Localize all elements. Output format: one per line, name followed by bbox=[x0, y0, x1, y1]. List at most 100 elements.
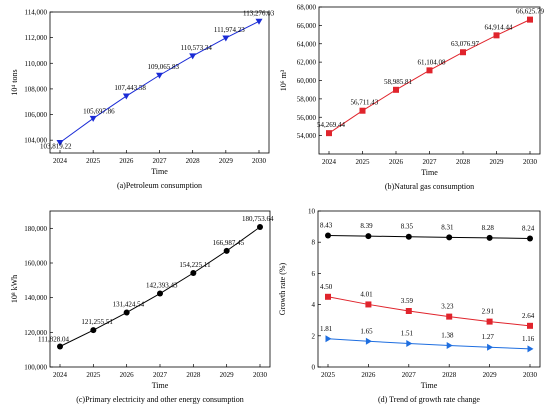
data-label: 64,914.44 bbox=[485, 23, 514, 31]
data-point bbox=[527, 235, 533, 242]
data-label: 2.64 bbox=[522, 312, 535, 320]
y-tick-label: 58,000 bbox=[297, 95, 317, 103]
data-label: 63,076.97 bbox=[451, 40, 480, 48]
x-tick-label: 2029 bbox=[220, 371, 235, 379]
x-tick-label: 2029 bbox=[490, 158, 505, 166]
x-tick-label: 2028 bbox=[456, 158, 471, 166]
data-label: 110,573.34 bbox=[181, 44, 213, 52]
data-point bbox=[123, 309, 130, 316]
data-label: 2.91 bbox=[482, 308, 495, 316]
data-point bbox=[365, 301, 372, 308]
data-point bbox=[122, 93, 130, 100]
data-point bbox=[57, 343, 63, 350]
data-label: 1.65 bbox=[360, 327, 373, 335]
data-point bbox=[156, 72, 163, 79]
y-tick-label: 62,000 bbox=[297, 59, 317, 67]
y-tick-label: 64,000 bbox=[297, 40, 317, 48]
data-label: 8.43 bbox=[320, 221, 333, 229]
x-tick-label: 2028 bbox=[186, 371, 201, 379]
data-point bbox=[446, 341, 453, 349]
data-label: 111,974.23 bbox=[214, 26, 245, 34]
series-line bbox=[59, 20, 260, 143]
data-point bbox=[406, 339, 413, 347]
x-axis-title: Time bbox=[151, 167, 168, 176]
x-tick-label: 2026 bbox=[119, 157, 134, 165]
data-label: 1.38 bbox=[441, 331, 454, 339]
data-point bbox=[326, 130, 332, 137]
y-tick-label: 68,000 bbox=[297, 4, 317, 12]
series-2: 1.81 1.65 1.51 1.38 1.27 1.16 bbox=[320, 325, 535, 353]
y-tick-label: 66,000 bbox=[297, 22, 317, 30]
x-tick-label: 2027 bbox=[423, 158, 438, 166]
data-point bbox=[157, 290, 163, 297]
data-point bbox=[365, 233, 372, 240]
x-tick-label: 2030 bbox=[523, 371, 538, 379]
series-1: 4.50 4.01 3.59 3.23 2.91 2.64 bbox=[320, 283, 535, 329]
data-point bbox=[325, 293, 331, 300]
x-tick-label: 2029 bbox=[483, 371, 498, 379]
data-label: 8.28 bbox=[482, 224, 495, 232]
y-tick-label: 114,000 bbox=[25, 9, 48, 17]
data-point bbox=[405, 233, 412, 240]
data-point bbox=[405, 307, 412, 314]
x-tick-label: 2025 bbox=[321, 371, 336, 379]
data-label: 8.31 bbox=[441, 223, 454, 231]
panel-caption: (c)Primary electricity and other energy … bbox=[76, 395, 244, 404]
data-point bbox=[527, 16, 533, 23]
data-point bbox=[527, 322, 533, 329]
series-line bbox=[327, 338, 531, 350]
data-point bbox=[325, 335, 332, 343]
data-label: 1.16 bbox=[522, 335, 535, 343]
x-tick-label: 2027 bbox=[153, 371, 168, 379]
series-line bbox=[328, 19, 531, 134]
x-tick-label: 2026 bbox=[361, 371, 376, 379]
y-tick-label: 140,000 bbox=[24, 294, 47, 302]
x-axis-title: Time bbox=[152, 381, 169, 390]
data-label: 103,819.22 bbox=[40, 142, 72, 150]
data-point bbox=[426, 67, 433, 74]
y-tick-label: 120,000 bbox=[24, 329, 47, 337]
data-point bbox=[190, 270, 197, 277]
y-tick-label: 160,000 bbox=[24, 260, 47, 268]
data-label: 4.50 bbox=[320, 283, 333, 291]
data-label: 54,269.44 bbox=[317, 121, 346, 129]
x-tick-label: 2030 bbox=[252, 157, 267, 165]
data-label: 8.24 bbox=[522, 224, 535, 232]
x-tick-label: 2028 bbox=[442, 371, 457, 379]
x-tick-label: 2029 bbox=[219, 157, 234, 165]
data-label: 109,065.83 bbox=[148, 63, 180, 71]
data-point bbox=[446, 313, 453, 320]
y-tick-label: 4 bbox=[312, 301, 316, 309]
x-tick-label: 2027 bbox=[402, 371, 417, 379]
x-tick-label: 2026 bbox=[120, 371, 135, 379]
y-tick-label: 100,000 bbox=[24, 364, 47, 372]
data-label: 111,828.04 bbox=[38, 335, 69, 343]
data-label: 105,697.86 bbox=[83, 107, 115, 115]
y-tick-label: 6 bbox=[312, 270, 316, 278]
data-label: 8.35 bbox=[401, 223, 414, 231]
y-tick-label: 8 bbox=[312, 239, 316, 247]
data-label: 1.51 bbox=[401, 329, 414, 337]
x-tick-label: 2025 bbox=[356, 158, 371, 166]
data-point bbox=[56, 139, 64, 146]
panel-c: 2024 2025 2026 2027 2028 2029 2030 100,000 120,0… bbox=[10, 210, 274, 404]
data-label: 3.23 bbox=[441, 303, 454, 311]
data-label: 61,104.08 bbox=[418, 58, 447, 66]
data-point bbox=[393, 86, 399, 93]
y-tick-label: 110,000 bbox=[25, 60, 48, 68]
x-axis-title: Time bbox=[421, 381, 438, 390]
data-label: 58,985.81 bbox=[384, 78, 413, 86]
x-axis-title: Time bbox=[421, 168, 438, 177]
data-label: 4.01 bbox=[360, 290, 373, 298]
data-point bbox=[189, 53, 197, 60]
y-tick-label: 112,000 bbox=[25, 34, 48, 42]
series-0: 54,269.44 56,711.43 58,985.81 61,104.08 63,0… bbox=[317, 8, 545, 137]
panel-d: 2025 2026 2027 2028 2029 2030 0 2 4 6 8 10 Time (d) T… bbox=[278, 208, 541, 404]
x-tick-label: 2030 bbox=[523, 158, 538, 166]
data-label: 113,276.03 bbox=[243, 9, 275, 17]
data-point bbox=[255, 18, 263, 25]
data-point bbox=[223, 247, 230, 254]
x-tick-label: 2025 bbox=[86, 157, 101, 165]
y-tick-label: 54,000 bbox=[297, 132, 317, 140]
